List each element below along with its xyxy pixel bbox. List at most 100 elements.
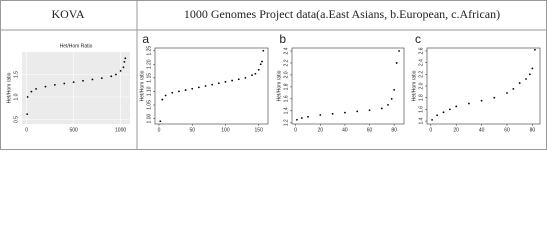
point <box>436 114 439 117</box>
point <box>448 108 451 111</box>
point <box>197 86 200 89</box>
point <box>100 77 103 79</box>
point <box>115 73 117 76</box>
point <box>63 82 66 85</box>
point <box>217 82 220 85</box>
y-tick-label: 1.00 <box>146 113 152 123</box>
plot-area <box>154 47 269 125</box>
point <box>455 105 458 108</box>
panel-letter: a <box>142 32 149 46</box>
x-tick-label: 60 <box>367 127 373 133</box>
header-left: KOVA <box>51 7 84 21</box>
x-tick-label: 20 <box>453 127 459 133</box>
point <box>398 50 400 52</box>
point <box>35 88 37 90</box>
point <box>262 49 265 52</box>
y-tick-label: 2.4 <box>283 47 289 54</box>
y-tick-label: 2.2 <box>283 59 289 66</box>
point <box>525 78 527 80</box>
point <box>53 83 56 86</box>
y-tick-label: 2.0 <box>418 82 424 89</box>
point <box>191 87 194 90</box>
plot-area <box>426 47 541 125</box>
point <box>26 96 29 98</box>
point <box>261 60 263 63</box>
point <box>123 61 126 63</box>
point <box>82 79 84 82</box>
y-axis-label: Het/Hom ratio <box>411 70 417 101</box>
y-tick-label: 1.5 <box>13 71 19 78</box>
y-tick-label: 0.5 <box>13 116 19 123</box>
point <box>164 94 167 97</box>
plot-area <box>22 52 130 124</box>
point <box>211 83 214 86</box>
x-tick-label: 0 <box>294 127 297 133</box>
y-tick-label: 1.20 <box>146 59 152 69</box>
y-tick-label: 2.0 <box>283 71 289 78</box>
point <box>431 119 433 121</box>
point <box>259 63 262 66</box>
y-axis-label: Het/Hom ratio <box>6 72 12 103</box>
panel-letter: c <box>415 32 421 46</box>
point <box>44 85 47 88</box>
point <box>531 67 534 70</box>
point <box>442 111 445 114</box>
point <box>231 79 234 82</box>
x-tick-label: 150 <box>255 127 264 133</box>
x-tick-label: 80 <box>391 127 397 133</box>
point <box>91 78 94 81</box>
point <box>344 111 346 114</box>
point <box>296 118 298 121</box>
x-tick-label: 100 <box>221 127 230 133</box>
point <box>251 74 253 77</box>
point <box>387 103 389 106</box>
point <box>300 117 303 119</box>
figure: KOVA 1000 Genomes Project data(a.East As… <box>0 0 547 150</box>
point <box>204 85 207 87</box>
point <box>171 91 174 94</box>
point <box>122 66 125 69</box>
point <box>161 98 164 101</box>
panel-letter: b <box>279 32 286 46</box>
point <box>390 97 393 100</box>
y-tick-label: 1.25 <box>146 46 152 56</box>
y-tick-label: 1.8 <box>418 94 424 101</box>
point <box>493 96 496 99</box>
y-axis-label: Het/Hom ratio <box>276 70 282 101</box>
point <box>356 110 359 113</box>
x-tick-label: 20 <box>318 127 324 133</box>
x-tick-label: 0 <box>25 127 28 133</box>
point <box>307 115 309 118</box>
point <box>368 109 371 112</box>
point <box>506 92 508 94</box>
y-tick-label: 1.4 <box>283 107 289 114</box>
x-tick-label: 40 <box>479 127 485 133</box>
x-tick-label: 60 <box>504 127 510 133</box>
plot-title: Het/Hom Ratio <box>60 43 93 49</box>
point <box>380 107 383 110</box>
point <box>110 75 113 78</box>
y-tick-label: 1.6 <box>283 95 289 102</box>
point <box>254 72 257 75</box>
x-tick-label: 40 <box>342 127 348 133</box>
point <box>467 102 470 105</box>
x-tick-label: 0 <box>429 127 432 133</box>
y-tick-label: 2.2 <box>418 71 424 78</box>
y-tick-label: 1.4 <box>418 117 424 124</box>
point <box>534 48 536 51</box>
y-tick-label: 1.2 <box>283 119 289 126</box>
point <box>124 57 127 60</box>
point <box>393 88 396 91</box>
plot-area <box>291 47 405 125</box>
x-tick-label: 50 <box>189 127 195 133</box>
point <box>480 99 483 102</box>
x-tick-label: 80 <box>530 127 536 133</box>
y-tick-label: 1.8 <box>283 83 289 90</box>
point <box>331 112 334 115</box>
point <box>184 89 187 91</box>
point <box>72 81 75 84</box>
point <box>237 78 240 81</box>
x-tick-label: 0 <box>158 127 161 133</box>
point <box>30 90 33 93</box>
point <box>159 120 162 123</box>
